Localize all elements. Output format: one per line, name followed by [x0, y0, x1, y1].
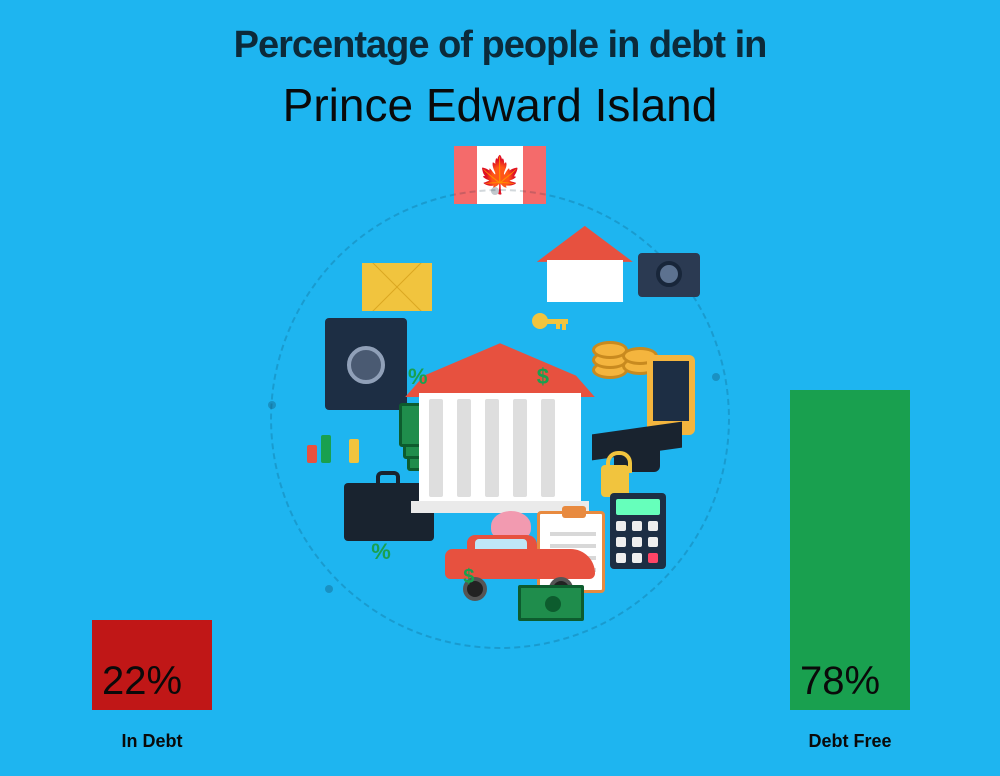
calculator-icon	[610, 493, 666, 569]
envelope-icon	[362, 263, 432, 311]
house-icon	[537, 226, 633, 304]
title-line-1: Percentage of people in debt in	[0, 24, 1000, 67]
bar-in-debt-rect: 22%	[92, 620, 212, 710]
ring-dot	[491, 187, 499, 195]
ring-dot	[268, 401, 276, 409]
bar-in-debt-label: In Debt	[52, 731, 252, 752]
bank-building-icon	[405, 343, 595, 513]
bar-debt-free-value: 78%	[800, 659, 880, 704]
ring-dot	[325, 585, 333, 593]
percent-icon: %	[408, 364, 428, 390]
camera-icon	[638, 253, 700, 297]
dollar-icon: $	[463, 566, 474, 589]
mini-bar-chart-icon	[307, 419, 367, 463]
maple-leaf-icon: 🍁	[478, 157, 523, 193]
title-line-2: Prince Edward Island	[0, 78, 1000, 132]
ring-dot	[712, 373, 720, 381]
finance-illustration: % % $ $	[270, 189, 730, 649]
bar-in-debt-value: 22%	[102, 659, 182, 704]
dollar-bill-icon	[518, 585, 584, 621]
dollar-icon: $	[537, 364, 549, 390]
bar-in-debt: 22% In Debt	[92, 620, 212, 710]
bar-debt-free-label: Debt Free	[750, 731, 950, 752]
safe-icon	[325, 318, 407, 410]
percent-icon: %	[371, 539, 391, 565]
bar-debt-free-rect: 78%	[790, 390, 910, 710]
bar-debt-free: 78% Debt Free	[790, 390, 910, 710]
